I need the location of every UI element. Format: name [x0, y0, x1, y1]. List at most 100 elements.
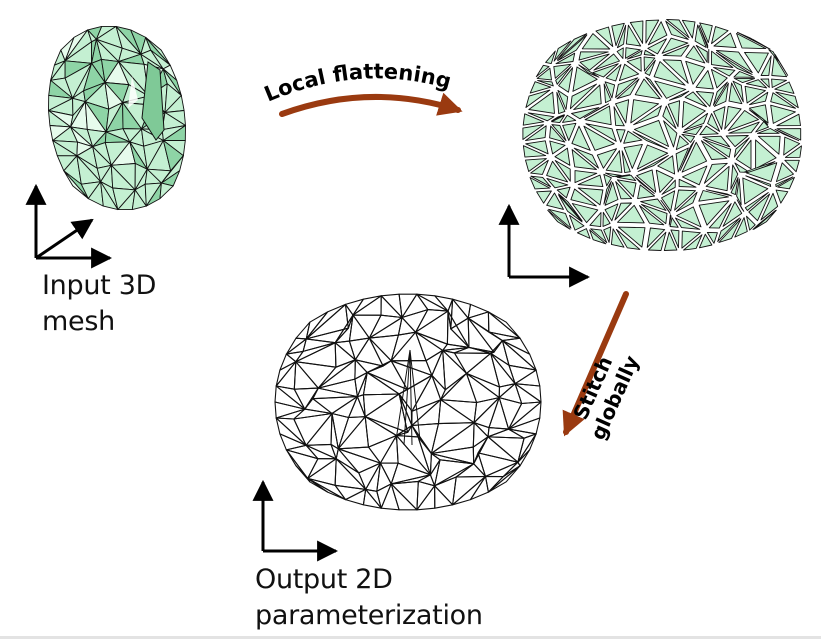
output-mesh-triangle [469, 475, 489, 501]
flattened-triangle [645, 19, 660, 44]
flattened-triangle [569, 83, 597, 110]
flattened-triangle [616, 129, 626, 143]
flattened-triangle [535, 64, 550, 78]
flattened-triangle [603, 173, 612, 187]
flattened-triangle [725, 135, 749, 148]
flattened-triangle [771, 78, 787, 88]
flattened-triangle [745, 79, 768, 89]
flattened-triangle [717, 217, 741, 243]
flattened-triangle [675, 191, 698, 213]
output-mesh-triangle [334, 314, 354, 344]
flattened-triangle [616, 24, 627, 49]
output-mesh-triangle [508, 428, 537, 439]
flattened-triangle [617, 226, 646, 248]
flattened-triangle [551, 114, 565, 122]
flattened-triangle [755, 121, 769, 133]
output-mesh-triangle [293, 412, 333, 446]
flattened-triangle [748, 91, 769, 106]
flattened-triangle [748, 109, 769, 126]
flattened-triangle [683, 234, 703, 251]
flattened-triangle [525, 158, 547, 172]
flattened-triangle [775, 91, 799, 109]
flattened-triangle [718, 218, 742, 243]
flattened-triangle [548, 208, 572, 229]
output-mesh-triangle [376, 483, 392, 509]
flattened-triangle [574, 170, 598, 184]
output-mesh-triangle [467, 303, 489, 319]
flattened-triangle [775, 189, 789, 204]
flattened-triangle [653, 61, 686, 86]
flattened-triangle [614, 202, 632, 221]
stitch-globally-label: Stitch globally [568, 352, 644, 444]
flattened-triangle [549, 125, 566, 143]
flattened-triangle [577, 187, 604, 206]
output-mesh-triangle [380, 295, 403, 319]
flattened-triangle [557, 34, 588, 62]
flattened-triangle [674, 189, 696, 211]
flattened-triangle [616, 47, 624, 59]
output-mesh-triangle [490, 352, 516, 388]
flattened-triangle [547, 209, 571, 230]
output-mesh-triangle [508, 401, 542, 430]
flattened-triangle [727, 110, 759, 132]
flattened-triangle [715, 51, 753, 75]
input-mesh-label-line1: Input 3D [42, 270, 157, 301]
flattened-triangle [660, 199, 671, 214]
flattened-triangle [576, 228, 591, 239]
output-param-label-line2: parameterization [255, 600, 483, 631]
output-mesh-triangle [434, 485, 454, 509]
flattened-triangle [746, 215, 756, 231]
flattened-triangle [770, 104, 796, 124]
flattened-triangle [679, 140, 695, 171]
flattened-triangle [615, 99, 630, 124]
local-flattening-arrow [279, 92, 463, 117]
flattened-triangle [562, 122, 577, 142]
flattened-triangle [753, 209, 777, 230]
flattened-triangle [634, 78, 661, 100]
flattened-triangle [699, 22, 713, 44]
flattened-triangle [637, 184, 656, 200]
output-mesh-triangle [514, 383, 542, 405]
output-mesh-triangle [417, 436, 432, 476]
output-mesh-triangle [416, 293, 449, 312]
flattened-triangle [590, 228, 608, 244]
flattened-triangle [617, 204, 645, 224]
mesh-3d-triangle [63, 170, 89, 200]
flattened-triangle [546, 192, 564, 210]
output-mesh-triangle [437, 399, 475, 425]
flattened-triangle [630, 99, 660, 124]
flattened-triangle [657, 155, 676, 175]
flattened-triangle [522, 113, 545, 126]
flattened-triangle [703, 162, 728, 184]
output-mesh-triangle [501, 340, 537, 371]
flattened-triangle [735, 139, 752, 170]
mesh-3d-triangle [100, 181, 119, 211]
flattened-triangle [746, 162, 778, 182]
flattened-triangle [621, 150, 631, 174]
flattened-triangle [616, 179, 637, 198]
flattened-triangle [681, 100, 706, 128]
flattened-triangle [698, 190, 729, 202]
flattened-triangle [615, 181, 633, 200]
output-mesh-triangle [453, 352, 492, 374]
output-mesh-triangle [488, 397, 510, 430]
flattened-triangle [592, 63, 619, 78]
flattened-triangle [522, 145, 547, 158]
flattened-triangle [744, 85, 766, 104]
output-param-label-line1: Output 2D [255, 564, 393, 595]
output-mesh-triangle [305, 412, 333, 446]
flattened-triangle [733, 137, 750, 158]
flattened-triangle [647, 231, 667, 251]
flattened-triangle [551, 124, 567, 142]
output-mesh-triangle [279, 353, 297, 371]
flattened-triangle [553, 63, 572, 79]
flattened-triangle [639, 205, 665, 226]
flattened-triangle [644, 59, 656, 76]
output-mesh-triangle [379, 434, 399, 464]
flattened-triangle [695, 70, 714, 90]
flattened-triangle [711, 26, 729, 45]
flattened-triangle [555, 52, 576, 65]
flattened-triangle [760, 55, 772, 76]
flattened-triangle [570, 188, 597, 207]
flattened-triangle [784, 145, 802, 158]
